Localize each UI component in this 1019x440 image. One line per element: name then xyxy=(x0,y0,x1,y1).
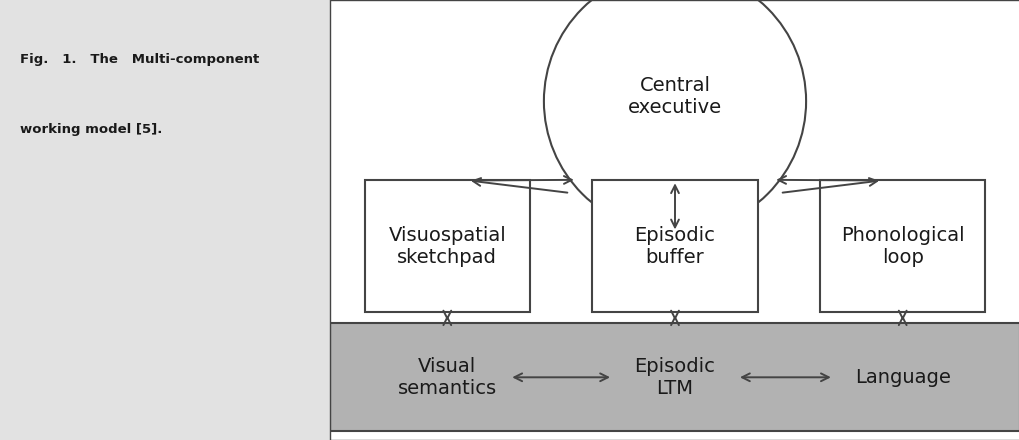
Text: Episodic
buffer: Episodic buffer xyxy=(634,226,714,267)
Ellipse shape xyxy=(543,0,805,232)
FancyBboxPatch shape xyxy=(592,180,757,312)
FancyBboxPatch shape xyxy=(819,180,984,312)
Text: Episodic
LTM: Episodic LTM xyxy=(634,357,714,398)
Text: Phonological
loop: Phonological loop xyxy=(840,226,964,267)
Text: Fig.   1.   The   Multi-component: Fig. 1. The Multi-component xyxy=(19,53,259,66)
Text: Visuospatial
sketchpad: Visuospatial sketchpad xyxy=(388,226,505,267)
Text: Central
executive: Central executive xyxy=(628,76,721,117)
Text: Visual
semantics: Visual semantics xyxy=(397,357,496,398)
Text: working model [5].: working model [5]. xyxy=(19,123,162,136)
Text: Language: Language xyxy=(854,368,950,387)
Bar xyxy=(330,323,1019,431)
FancyBboxPatch shape xyxy=(364,180,530,312)
